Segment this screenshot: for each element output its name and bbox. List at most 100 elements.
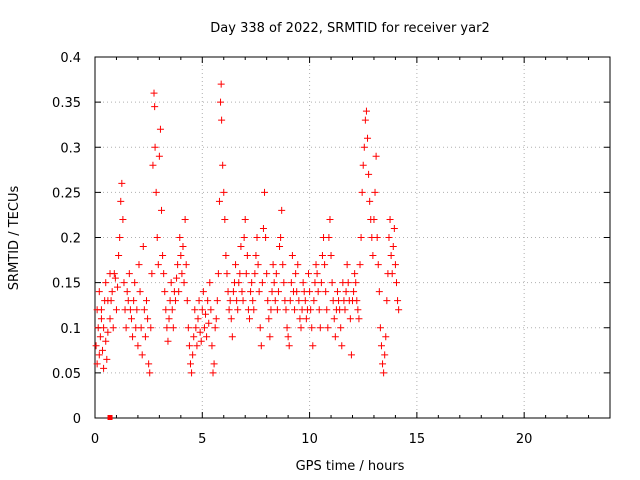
data-point: [229, 288, 237, 296]
data-point: [394, 297, 402, 305]
data-point: [274, 288, 282, 296]
data-point: [228, 333, 236, 341]
data-point: [180, 279, 188, 287]
data-point: [153, 234, 161, 241]
data-point: [120, 279, 128, 287]
data-point: [317, 279, 325, 287]
data-point: [252, 252, 260, 260]
data-point: [119, 215, 127, 223]
data-point: [102, 337, 110, 345]
data-point: [374, 261, 382, 269]
data-point: [294, 261, 302, 269]
data-point: [199, 288, 207, 296]
data-point: [195, 297, 203, 305]
data-point: [198, 306, 206, 314]
y-tick-label: 0.35: [52, 96, 81, 111]
data-point: [318, 252, 326, 260]
data-point: [307, 306, 315, 314]
data-point: [350, 288, 358, 296]
data-point: [188, 369, 196, 377]
data-point: [203, 333, 211, 341]
data-point: [395, 306, 403, 314]
data-point: [364, 134, 372, 142]
data-point: [186, 360, 194, 368]
data-point: [155, 152, 163, 160]
data-point: [141, 333, 149, 341]
data-point: [344, 279, 352, 287]
data-point: [134, 342, 142, 350]
data-point: [262, 234, 270, 241]
data-point: [194, 315, 202, 323]
data-point: [343, 261, 351, 269]
data-point: [305, 270, 313, 278]
data-point: [233, 297, 241, 305]
data-point: [92, 342, 100, 350]
data-point: [130, 297, 138, 305]
data-point: [285, 342, 293, 350]
data-point: [255, 288, 263, 296]
data-point: [106, 315, 114, 323]
data-point: [136, 288, 144, 296]
data-point: [185, 342, 193, 350]
data-point: [95, 351, 103, 359]
data-point: [222, 252, 230, 260]
data-point: [225, 306, 233, 314]
data-point: [380, 369, 388, 377]
data-point: [179, 243, 187, 251]
data-point: [223, 270, 231, 278]
data-point: [299, 279, 307, 287]
data-point: [259, 224, 267, 232]
data-point: [308, 324, 316, 332]
data-point: [286, 297, 294, 305]
data-point: [164, 337, 172, 345]
data-point: [253, 234, 261, 241]
data-point: [258, 279, 266, 287]
data-point: [226, 297, 234, 305]
data-point: [263, 270, 271, 278]
data-point: [139, 243, 147, 251]
data-point: [314, 288, 322, 296]
data-point: [391, 261, 399, 269]
data-point: [247, 288, 255, 296]
data-point: [154, 261, 162, 269]
data-point: [202, 310, 210, 318]
data-point: [204, 297, 212, 305]
data-point: [146, 369, 154, 377]
data-point: [232, 261, 240, 269]
x-tick-label: 0: [91, 432, 99, 447]
data-point: [315, 306, 323, 314]
data-point: [323, 306, 331, 314]
data-point: [326, 215, 334, 223]
data-point: [280, 279, 288, 287]
y-tick-label: 0: [73, 412, 81, 427]
data-point: [313, 270, 321, 278]
data-point: [292, 270, 300, 278]
data-point: [165, 315, 173, 323]
data-point: [361, 116, 369, 124]
data-point: [160, 270, 168, 278]
data-point: [261, 188, 269, 196]
data-point: [217, 80, 225, 88]
data-point: [184, 324, 192, 332]
chart-title: Day 338 of 2022, SRMTID for receiver yar…: [210, 21, 489, 36]
data-point: [269, 261, 277, 269]
data-point: [200, 324, 208, 332]
data-point: [337, 324, 345, 332]
data-point: [150, 89, 158, 97]
data-point: [219, 161, 227, 169]
ticks: [94, 56, 610, 419]
data-point: [171, 297, 179, 305]
data-point: [312, 261, 320, 269]
data-point: [388, 270, 396, 278]
data-point: [196, 328, 204, 336]
data-point: [209, 369, 217, 377]
data-point: [123, 288, 131, 296]
data-point: [358, 188, 366, 196]
data-point: [214, 270, 222, 278]
data-point: [365, 170, 373, 178]
data-point: [117, 197, 125, 205]
data-point: [242, 270, 250, 278]
data-point: [193, 342, 201, 350]
data-point: [96, 333, 104, 341]
data-point: [162, 306, 170, 314]
